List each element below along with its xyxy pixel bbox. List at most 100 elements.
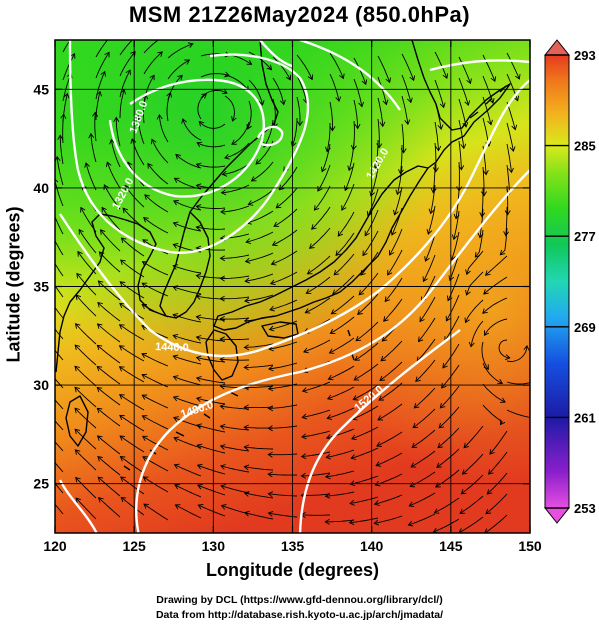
streamline xyxy=(56,156,64,186)
streamline-arrowhead xyxy=(428,208,435,215)
temperature-field: 1320.0 1380.0 1440.0 1480.0 1520.0 1420.… xyxy=(44,33,535,533)
streamline-arrowhead xyxy=(468,341,475,348)
colorbar-tick-label: 269 xyxy=(574,320,596,335)
streamline xyxy=(120,497,145,516)
streamline xyxy=(55,284,64,298)
streamline-arrowhead xyxy=(134,33,139,38)
streamline xyxy=(423,254,436,282)
streamline-arrowhead xyxy=(141,415,148,421)
streamline-arrowhead xyxy=(172,243,179,249)
streamline xyxy=(197,484,226,496)
y-axis-label: Latitude (degrees) xyxy=(3,206,24,363)
streamline xyxy=(481,341,489,370)
map-title: MSM 21Z26May2024 (850.0hPa) xyxy=(128,2,471,27)
streamline xyxy=(302,381,331,392)
streamline xyxy=(77,251,97,275)
streamline xyxy=(75,477,97,499)
streamline-arrowhead xyxy=(438,422,445,429)
y-tick-label: 30 xyxy=(33,377,49,393)
streamline xyxy=(174,464,202,477)
streamline xyxy=(175,154,202,169)
streamline xyxy=(374,494,403,505)
streamline-arrowhead xyxy=(437,442,443,449)
streamline-arrowhead xyxy=(63,92,70,99)
streamline-arrowhead xyxy=(439,402,446,409)
streamline xyxy=(151,139,169,164)
streamline xyxy=(377,118,380,148)
streamline-arrowhead xyxy=(175,153,181,160)
streamline-arrowhead xyxy=(220,189,227,196)
streamline xyxy=(470,320,484,347)
streamline-arrowhead xyxy=(74,428,81,435)
streamline-arrowhead xyxy=(320,166,327,173)
streamline-arrowhead xyxy=(381,336,388,342)
streamline-arrowhead xyxy=(70,52,76,59)
streamline xyxy=(120,476,145,495)
streamline xyxy=(221,505,250,515)
streamline-arrowhead xyxy=(250,176,257,182)
streamline xyxy=(75,497,97,520)
streamline xyxy=(220,296,250,300)
streamline xyxy=(95,91,101,121)
streamline xyxy=(173,355,202,365)
streamline-arrowhead xyxy=(464,317,470,324)
streamline-arrowhead xyxy=(530,380,535,385)
streamline-arrowhead xyxy=(362,250,368,257)
streamline-arrowhead xyxy=(415,376,421,382)
streamline xyxy=(197,93,207,120)
streamline-arrowhead xyxy=(460,489,467,495)
streamline-arrowhead xyxy=(373,500,380,507)
streamline xyxy=(182,118,202,141)
streamline-arrowhead xyxy=(195,273,202,280)
streamline xyxy=(119,345,145,362)
streamline xyxy=(173,222,202,232)
streamline xyxy=(220,425,250,431)
streamline-arrowhead xyxy=(488,469,494,475)
streamline-arrowhead xyxy=(439,102,446,109)
streamline-arrowhead xyxy=(141,373,148,380)
streamline xyxy=(244,385,274,388)
streamline-arrowhead xyxy=(306,269,313,275)
streamline-arrowhead xyxy=(500,419,506,426)
streamline xyxy=(353,363,379,381)
streamline-arrowhead xyxy=(354,355,361,361)
streamline xyxy=(244,446,274,450)
streamline-arrowhead xyxy=(124,184,130,191)
streamline xyxy=(444,315,460,342)
streamline xyxy=(351,426,379,440)
streamline-arrowhead xyxy=(466,78,472,85)
streamline-arrowhead xyxy=(244,510,250,517)
streamline-arrowhead xyxy=(461,469,468,475)
streamline xyxy=(401,95,409,125)
streamline-arrowhead xyxy=(278,184,285,191)
streamline xyxy=(401,123,405,153)
streamline-arrowhead xyxy=(445,315,451,322)
streamline xyxy=(244,364,274,368)
streamline xyxy=(329,73,340,102)
streamline xyxy=(436,448,460,468)
colorbar-tick-label: 277 xyxy=(574,229,596,244)
streamline-arrowhead xyxy=(141,435,148,441)
streamline-arrowhead xyxy=(432,167,439,173)
streamline xyxy=(55,420,64,431)
streamline xyxy=(144,194,169,213)
streamline xyxy=(196,357,226,363)
streamline xyxy=(474,229,484,258)
streamline-arrowhead xyxy=(243,444,250,451)
streamline-arrowhead xyxy=(389,249,395,256)
streamline-arrowhead xyxy=(497,378,504,385)
x-tick-label: 120 xyxy=(43,538,67,554)
streamline xyxy=(352,405,379,420)
streamline-arrowhead xyxy=(184,59,191,65)
streamline xyxy=(173,437,202,449)
streamline xyxy=(75,294,97,317)
streamline xyxy=(377,76,387,105)
streamline-arrowhead xyxy=(244,277,250,284)
streamline-arrowhead xyxy=(412,422,419,429)
streamline-arrowhead xyxy=(411,442,418,448)
streamline xyxy=(377,97,384,127)
streamline-arrowhead xyxy=(246,124,252,130)
streamline xyxy=(309,227,331,249)
streamline-arrowhead xyxy=(219,356,225,363)
streamline-arrowhead xyxy=(44,408,49,413)
